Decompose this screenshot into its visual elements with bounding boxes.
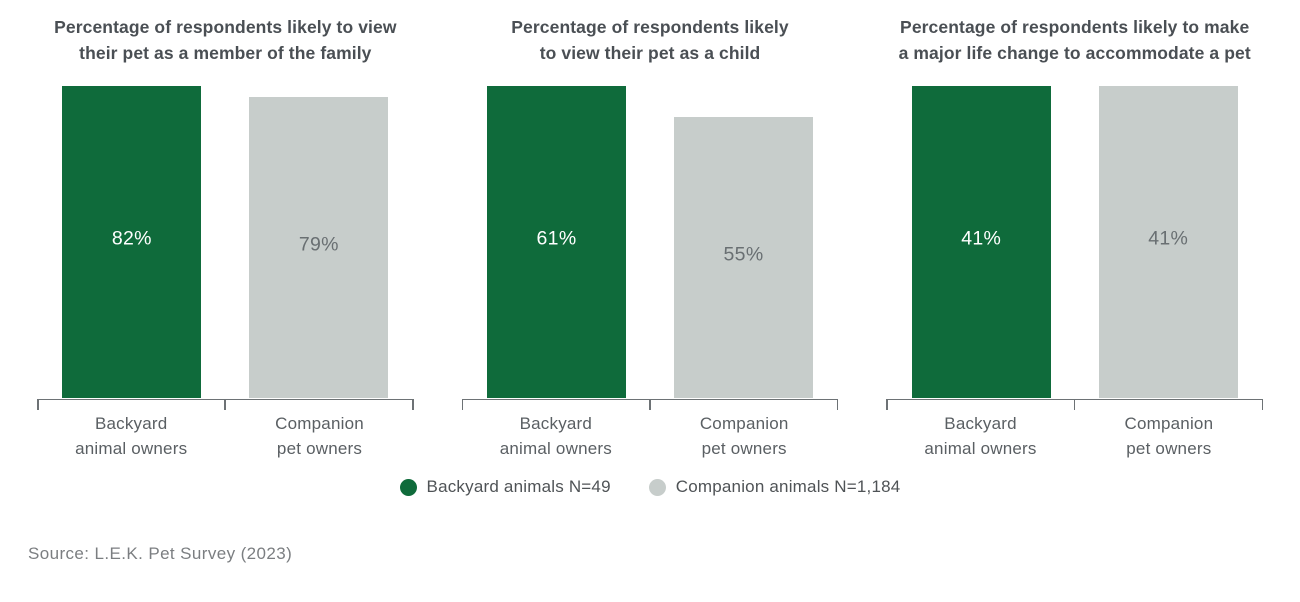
- legend-label: Backyard animals N=49: [426, 477, 611, 496]
- axis-tick: [224, 400, 226, 410]
- category-label-backyard: Backyard animal owners: [75, 414, 188, 458]
- plot-area: 61% 55%: [462, 86, 839, 398]
- x-axis-line: [37, 399, 414, 410]
- axis-tick: [1261, 400, 1264, 410]
- bar-companion-owners: 79%: [249, 97, 389, 398]
- bar-value-label: 41%: [1148, 227, 1189, 250]
- bar-value-label: 61%: [536, 227, 577, 250]
- axis-tick: [37, 400, 39, 410]
- axis-tick: [649, 400, 651, 410]
- plot-area: 41% 41%: [886, 86, 1263, 398]
- chart-panel-family: Percentage of respondents likely to view…: [37, 14, 414, 461]
- bar-backyard-owners: 41%: [911, 86, 1051, 398]
- category-label-companion: Companion pet owners: [275, 414, 364, 458]
- bar-backyard-owners: 61%: [487, 86, 626, 398]
- legend-item-companion: Companion animals N=1,184: [648, 477, 901, 497]
- x-axis-line: [461, 399, 839, 410]
- legend-label: Companion animals N=1,184: [675, 477, 901, 496]
- bar-value-label: 79%: [298, 233, 339, 256]
- bar-value-label: 55%: [723, 243, 764, 266]
- chart-panel-life-change: Percentage of respondents likely to make…: [886, 14, 1264, 461]
- x-axis-line: [886, 399, 1264, 410]
- bar-value-label: 82%: [111, 227, 152, 250]
- source-note: Source: L.E.K. Pet Survey (2023): [28, 544, 293, 563]
- chart-panels-row: Percentage of respondents likely to view…: [37, 14, 1264, 461]
- bar-backyard-owners: 82%: [62, 86, 202, 398]
- chart-title: Percentage of respondents likely to make…: [898, 17, 1251, 63]
- category-label-backyard: Backyard animal owners: [924, 414, 1037, 458]
- bar-companion-owners: 41%: [1098, 86, 1238, 398]
- plot-area: 82% 79%: [37, 86, 414, 398]
- category-labels: Backyard animal owners Companion pet own…: [462, 411, 839, 461]
- bar-value-label: 41%: [961, 227, 1002, 250]
- axis-tick: [412, 400, 414, 410]
- chart-title: Percentage of respondents likely to view…: [54, 17, 397, 63]
- category-labels: Backyard animal owners Companion pet own…: [886, 411, 1263, 461]
- chart-title: Percentage of respondents likely to view…: [511, 17, 789, 63]
- legend: Backyard animals N=49 Companion animals …: [0, 477, 1300, 497]
- axis-tick: [836, 400, 839, 410]
- legend-item-backyard: Backyard animals N=49: [399, 477, 611, 497]
- axis-tick: [461, 400, 464, 410]
- bar-companion-owners: 55%: [674, 116, 813, 398]
- category-labels: Backyard animal owners Companion pet own…: [37, 411, 414, 461]
- legend-dot-icon: [648, 478, 666, 496]
- category-label-backyard: Backyard animal owners: [499, 414, 612, 458]
- chart-panel-child: Percentage of respondents likely to view…: [461, 14, 839, 461]
- axis-tick: [1073, 400, 1076, 410]
- category-label-companion: Companion pet owners: [1124, 414, 1214, 458]
- axis-tick: [886, 400, 888, 410]
- legend-dot-icon: [399, 478, 417, 496]
- category-label-companion: Companion pet owners: [699, 414, 789, 458]
